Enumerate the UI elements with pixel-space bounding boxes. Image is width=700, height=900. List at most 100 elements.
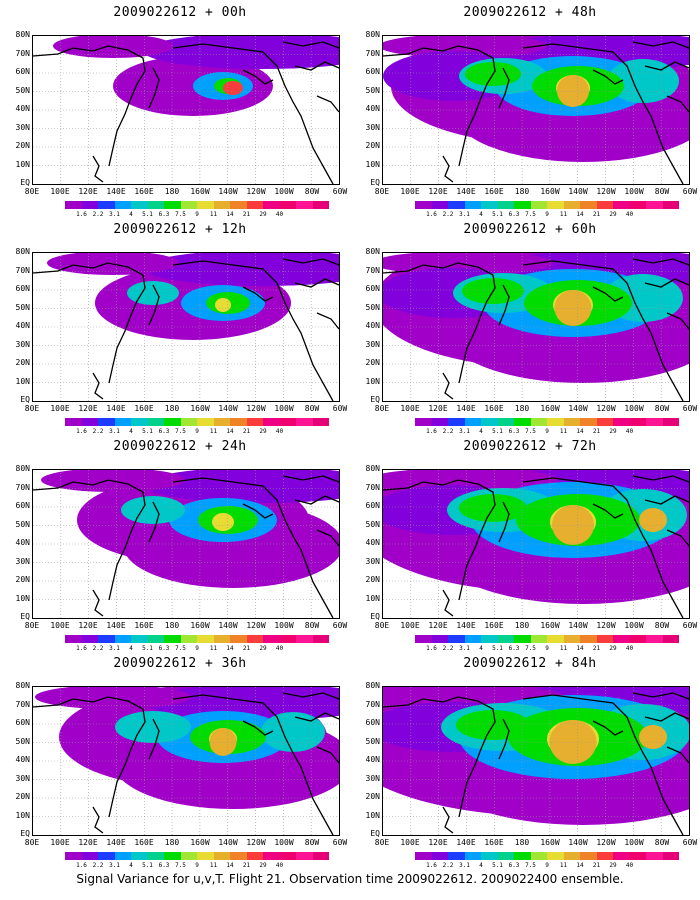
longitude-label: 80W xyxy=(654,621,670,630)
latitude-label: 40N xyxy=(365,755,380,764)
colorbar-swatch xyxy=(131,852,148,860)
colorbar-swatch xyxy=(65,201,82,209)
longitude-label: 100W xyxy=(274,187,294,196)
longitude-label: 180 xyxy=(164,838,180,847)
latitude-label: 70N xyxy=(15,265,30,275)
longitude-label: 140E xyxy=(456,187,476,196)
longitude-label: 140E xyxy=(106,187,126,196)
colorbar-swatch xyxy=(629,418,646,426)
colorbar xyxy=(415,201,679,209)
colorbar-swatch xyxy=(530,635,547,643)
colorbar-swatch xyxy=(415,635,432,643)
longitude-label: 160W xyxy=(540,838,560,847)
latitude-label: 10N xyxy=(15,810,30,820)
colorbar-swatch xyxy=(613,418,630,426)
latitude-label: 60N xyxy=(365,67,380,76)
colorbar-tick-label: 14 xyxy=(576,428,584,435)
longitude-label: 120W xyxy=(596,838,616,847)
coastlines xyxy=(33,41,339,184)
colorbar-swatch xyxy=(230,635,247,643)
longitude-label: 120W xyxy=(246,838,266,847)
latitude-label: 10N xyxy=(365,376,380,386)
colorbar-swatch xyxy=(230,852,247,860)
longitude-label: 160W xyxy=(540,404,560,413)
panel-title: 2009022612 + 00h xyxy=(113,5,247,20)
longitude-label: 60W xyxy=(682,187,698,196)
latitude-label: 40N xyxy=(15,321,30,330)
colorbar-tick-label: 40 xyxy=(625,428,634,435)
colorbar-swatch xyxy=(497,418,514,426)
latitude-label: 40N xyxy=(365,104,380,113)
colorbar-swatch xyxy=(114,418,131,426)
colorbar-swatch xyxy=(580,635,597,643)
colorbar-tick-label: 11 xyxy=(559,211,568,218)
colorbar xyxy=(415,635,679,643)
colorbar-swatch xyxy=(246,852,263,860)
graticule xyxy=(33,470,339,618)
longitude-label: 140E xyxy=(106,838,126,847)
variance-contour xyxy=(127,281,179,305)
forecast-panel: 2009022612 + 72h 80N 70N 60N 50N 40N 30N 20N 10N… xyxy=(360,439,700,652)
colorbar-swatch xyxy=(246,418,263,426)
colorbar-tick-label: 1.6 xyxy=(76,862,87,869)
colorbar-tick-label: 21 xyxy=(242,428,251,435)
panel-title: 2009022612 + 12h xyxy=(113,222,247,237)
colorbar-swatch xyxy=(415,418,432,426)
latitude-label: 80N xyxy=(365,681,380,690)
colorbar-swatch xyxy=(197,852,214,860)
colorbar-tick-label: 9 xyxy=(545,211,549,218)
coastlines xyxy=(33,475,339,618)
colorbar-swatch xyxy=(646,635,663,643)
latitude-label: 40N xyxy=(365,538,380,547)
colorbar-swatch xyxy=(563,201,580,209)
colorbar-swatch xyxy=(448,418,465,426)
colorbar-swatch xyxy=(131,201,148,209)
coastlines xyxy=(383,692,689,835)
colorbar-swatch xyxy=(65,852,82,860)
colorbar-swatch xyxy=(464,418,481,426)
colorbar-swatch xyxy=(296,201,313,209)
colorbar-swatch xyxy=(547,635,564,643)
variance-contour xyxy=(143,253,339,286)
colorbar-tick-label: 6.3 xyxy=(158,645,170,652)
longitude-label: 60W xyxy=(332,838,348,847)
colorbar-swatch xyxy=(580,418,597,426)
variance-contour xyxy=(557,75,589,107)
graticule xyxy=(33,687,339,835)
latitude-label: 10N xyxy=(365,810,380,820)
latitude-label: 20N xyxy=(15,141,30,150)
latitude-label: 10N xyxy=(365,159,380,169)
colorbar-swatch xyxy=(296,418,313,426)
colorbar xyxy=(65,635,329,643)
variance-map xyxy=(382,686,690,836)
longitude-label: 140E xyxy=(456,838,476,847)
latitude-label: 70N xyxy=(365,265,380,275)
variance-contour xyxy=(549,720,597,764)
colorbar-swatch xyxy=(279,635,296,643)
longitude-label: 120W xyxy=(246,187,266,196)
colorbar-tick-label: 14 xyxy=(576,645,584,652)
colorbar-swatch xyxy=(629,201,646,209)
colorbar-swatch xyxy=(613,201,630,209)
colorbar-tick-label: 7.5 xyxy=(525,645,536,652)
colorbar-swatch xyxy=(213,635,230,643)
forecast-panel: 2009022612 + 24h 80N 70N 60N 50N 40N 30N 20N 10N… xyxy=(10,439,350,652)
colorbar-tick-label: 2.2 xyxy=(442,645,454,652)
colorbar-swatch xyxy=(481,418,498,426)
colorbar-tick-label: 14 xyxy=(226,645,234,652)
colorbar-tick-label: 29 xyxy=(609,211,617,218)
latitude-label: 50N xyxy=(365,302,380,312)
colorbar-swatch xyxy=(279,418,296,426)
longitude-label: 160W xyxy=(540,621,560,630)
longitude-label: 80W xyxy=(304,404,320,413)
figure-caption: Signal Variance for u,v,T. Flight 21. Ob… xyxy=(76,872,624,886)
colorbar-swatch xyxy=(613,635,630,643)
colorbar-swatch xyxy=(629,852,646,860)
forecast-panel: 2009022612 + 00h 80N 70N 60N 50N 40N 30N 20N 10N… xyxy=(10,5,350,218)
colorbar-tick-label: 7.5 xyxy=(525,211,536,218)
colorbar-swatch xyxy=(65,635,82,643)
longitude-label: 60W xyxy=(682,838,698,847)
colorbar-tick-label: 3.1 xyxy=(459,211,470,218)
latitude-label: 70N xyxy=(365,48,380,58)
latitude-label: 20N xyxy=(15,575,30,584)
